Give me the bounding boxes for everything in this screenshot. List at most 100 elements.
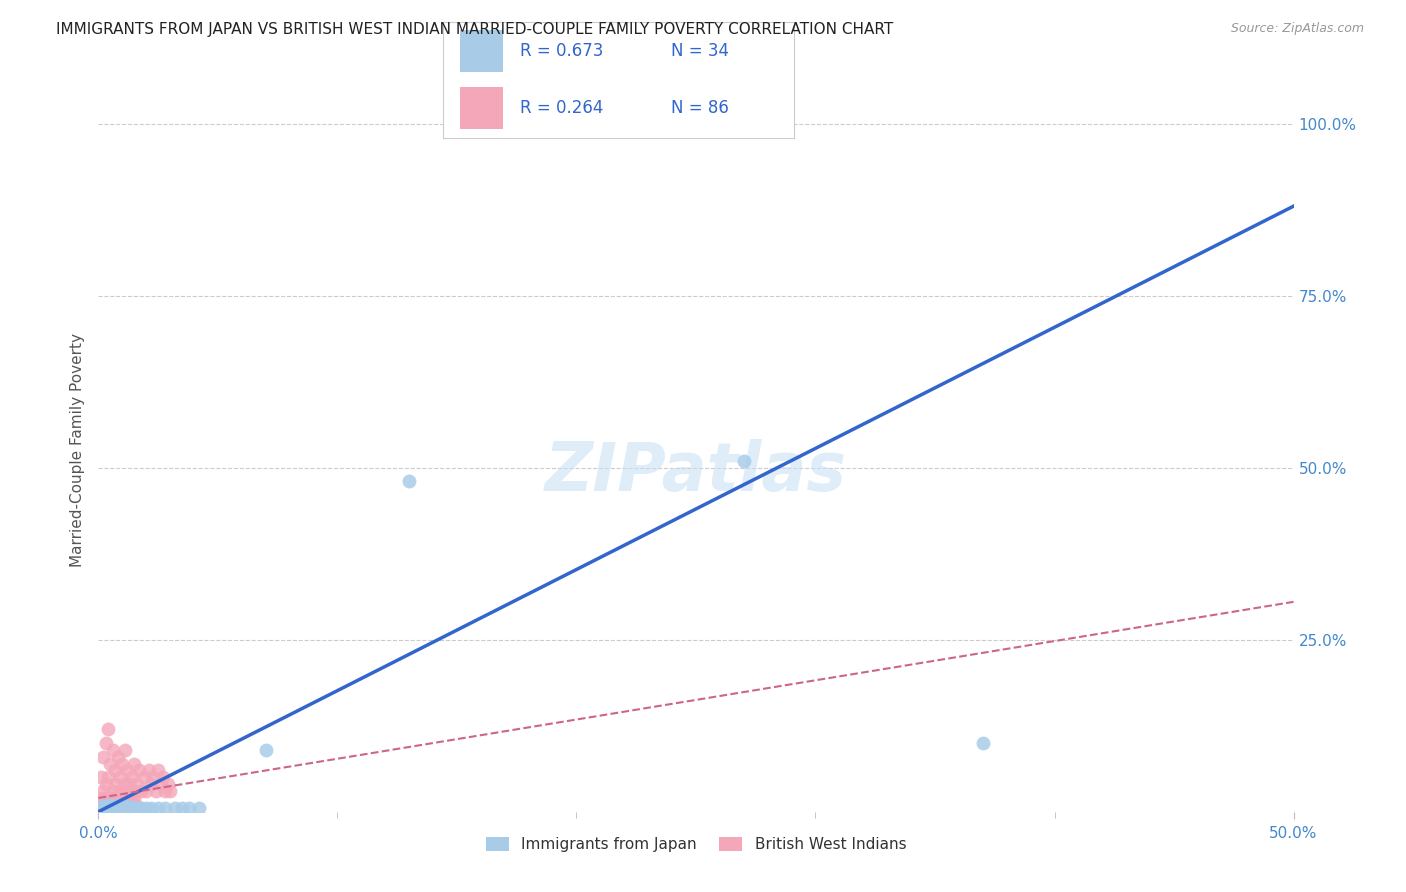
Point — [94, 801, 117, 815]
Legend: Immigrants from Japan, British West Indians: Immigrants from Japan, British West Indi… — [479, 830, 912, 858]
Point — [104, 777, 127, 791]
Point — [98, 797, 122, 812]
Text: N = 86: N = 86 — [671, 99, 730, 117]
Point — [149, 777, 172, 791]
Point — [114, 801, 136, 815]
Point — [254, 743, 277, 757]
Bar — [461, 87, 503, 129]
Point — [111, 756, 134, 771]
Point — [121, 799, 143, 814]
Point — [128, 764, 150, 778]
Point — [155, 801, 177, 815]
Point — [101, 743, 124, 757]
Point — [94, 791, 117, 805]
Point — [101, 799, 124, 814]
Point — [98, 756, 122, 771]
Point — [98, 791, 122, 805]
Point — [114, 794, 136, 808]
Point — [148, 764, 170, 778]
Point — [104, 764, 127, 778]
Point — [107, 799, 129, 814]
Point — [108, 784, 131, 798]
Point — [98, 801, 122, 815]
Point — [91, 794, 114, 808]
Point — [101, 794, 124, 808]
Point — [108, 801, 131, 815]
Point — [94, 777, 117, 791]
Point — [111, 791, 134, 805]
Point — [91, 749, 114, 764]
Point — [131, 801, 153, 815]
Point — [135, 801, 157, 815]
Point — [98, 801, 122, 815]
Point — [118, 791, 141, 805]
Point — [114, 797, 136, 812]
Point — [172, 801, 194, 815]
Point — [132, 770, 155, 784]
Point — [111, 791, 134, 805]
Point — [91, 799, 114, 814]
Point — [187, 801, 209, 815]
Point — [121, 770, 143, 784]
Point — [156, 777, 179, 791]
Point — [125, 799, 148, 814]
Point — [114, 777, 136, 791]
Point — [155, 784, 177, 798]
Point — [111, 799, 134, 814]
Point — [131, 784, 153, 798]
Point — [163, 801, 186, 815]
Point — [111, 797, 134, 812]
Point — [124, 756, 146, 771]
Point — [124, 801, 146, 815]
Point — [107, 794, 129, 808]
Point — [115, 791, 138, 805]
Point — [91, 799, 114, 814]
Point — [398, 475, 420, 489]
Point — [90, 770, 112, 784]
Point — [91, 797, 114, 812]
Point — [148, 801, 170, 815]
Point — [124, 784, 146, 798]
Point — [107, 791, 129, 805]
Text: R = 0.264: R = 0.264 — [520, 99, 603, 117]
Point — [114, 743, 136, 757]
Point — [107, 801, 129, 815]
Point — [139, 801, 162, 815]
Point — [124, 801, 146, 815]
Point — [152, 770, 174, 784]
Point — [108, 770, 131, 784]
Point — [118, 777, 141, 791]
Point — [97, 799, 120, 814]
Text: ZIPatlas: ZIPatlas — [546, 439, 846, 505]
Point — [94, 801, 117, 815]
Point — [107, 797, 129, 812]
Point — [115, 764, 138, 778]
Point — [115, 801, 138, 815]
Text: Source: ZipAtlas.com: Source: ZipAtlas.com — [1230, 22, 1364, 36]
Point — [111, 801, 134, 815]
Point — [733, 454, 755, 468]
Point — [135, 784, 157, 798]
Point — [115, 799, 138, 814]
Point — [118, 799, 141, 814]
Point — [115, 794, 138, 808]
Point — [125, 777, 148, 791]
Point — [104, 801, 127, 815]
Point — [115, 784, 138, 798]
Point — [115, 801, 138, 815]
Text: N = 34: N = 34 — [671, 42, 730, 61]
Point — [94, 801, 117, 815]
Point — [104, 791, 127, 805]
Point — [111, 799, 134, 814]
Y-axis label: Married-Couple Family Poverty: Married-Couple Family Poverty — [69, 334, 84, 567]
Point — [98, 801, 122, 815]
Point — [142, 770, 165, 784]
Point — [179, 801, 201, 815]
Point — [97, 770, 120, 784]
Point — [90, 797, 112, 812]
Point — [98, 794, 122, 808]
Point — [125, 801, 148, 815]
Point — [91, 784, 114, 798]
Point — [972, 736, 994, 750]
Point — [108, 791, 131, 805]
